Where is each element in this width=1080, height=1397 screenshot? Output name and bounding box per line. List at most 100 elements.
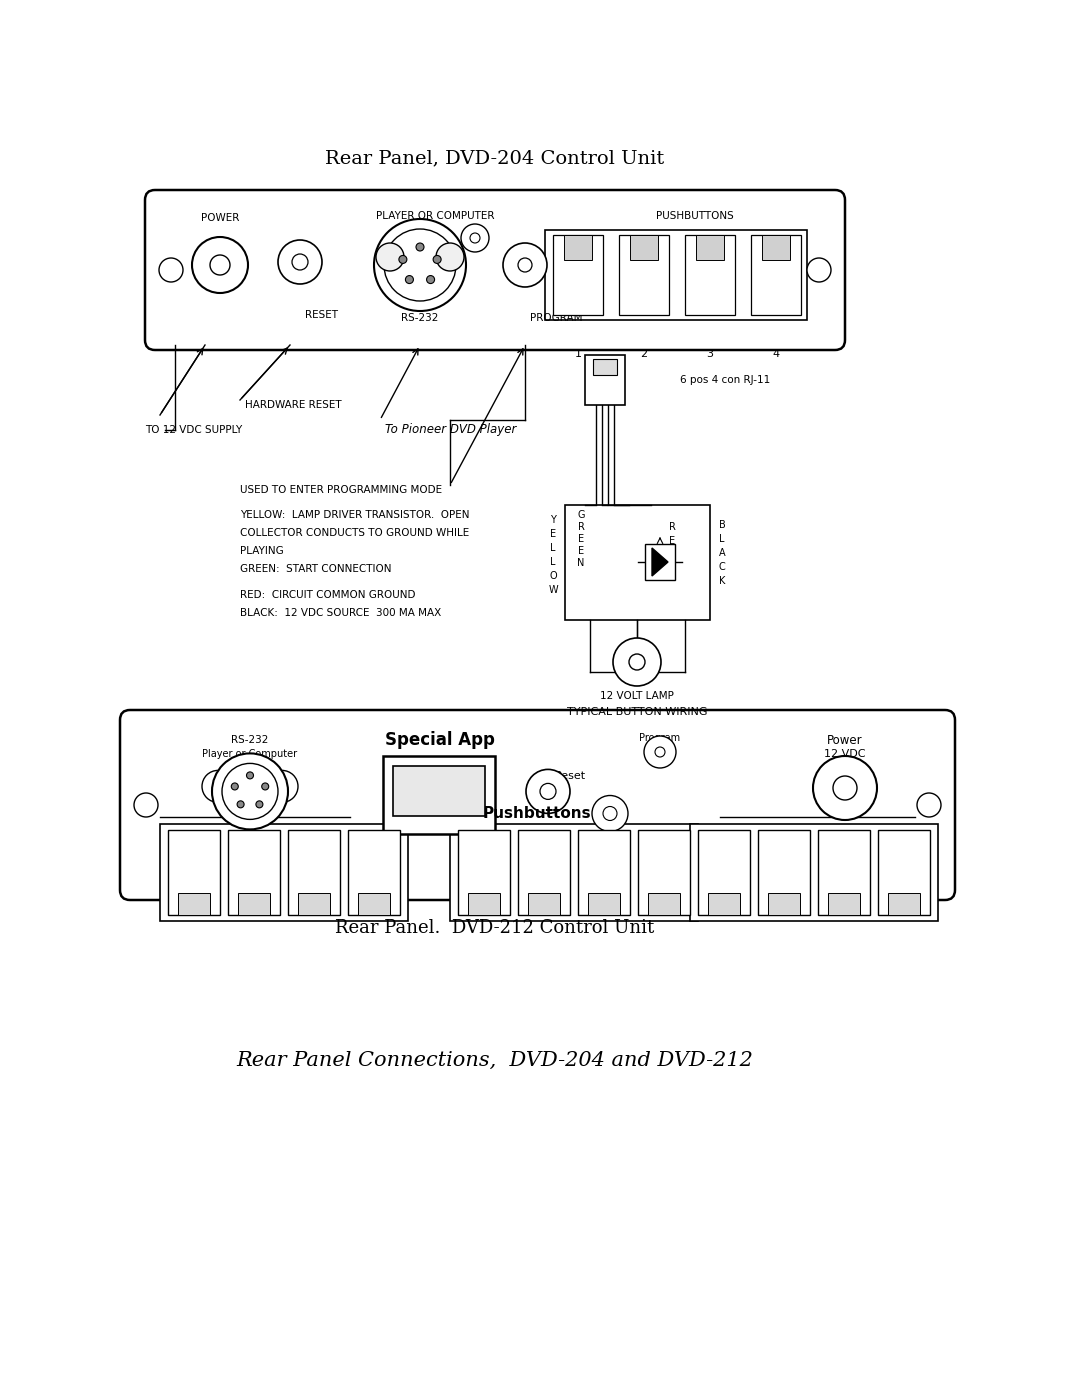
Circle shape [292, 254, 308, 270]
Text: PLAYER OR COMPUTER: PLAYER OR COMPUTER [376, 211, 495, 221]
Bar [685, 235, 735, 314]
Bar [348, 830, 400, 915]
Circle shape [192, 237, 248, 293]
Text: 9: 9 [720, 900, 728, 912]
Text: 12 VOLT LAMP: 12 VOLT LAMP [600, 692, 674, 701]
Bar [645, 543, 675, 580]
Text: TYPICAL BUTTON WIRING: TYPICAL BUTTON WIRING [567, 707, 707, 717]
Bar [828, 893, 860, 915]
Circle shape [202, 770, 234, 802]
Text: Special App: Special App [386, 731, 495, 749]
Circle shape [644, 736, 676, 768]
Text: D: D [669, 550, 676, 560]
Circle shape [833, 775, 858, 800]
Circle shape [526, 770, 570, 813]
Text: L: L [550, 557, 556, 567]
Bar [698, 830, 750, 915]
Text: To Pioneer DVD Player: To Pioneer DVD Player [384, 423, 516, 436]
Text: 3: 3 [310, 900, 318, 912]
Text: HARDWARE RESET: HARDWARE RESET [245, 400, 341, 409]
Circle shape [461, 224, 489, 251]
Text: Pushbuttons: Pushbuttons [483, 806, 592, 821]
Bar [768, 893, 800, 915]
Bar [528, 893, 561, 915]
Text: BLACK:  12 VDC SOURCE  300 MA MAX: BLACK: 12 VDC SOURCE 300 MA MAX [240, 608, 442, 617]
Circle shape [246, 773, 254, 780]
Bar [238, 893, 270, 915]
Text: Reset: Reset [554, 771, 585, 781]
Bar [450, 824, 698, 921]
Circle shape [231, 782, 239, 789]
Bar [878, 830, 930, 915]
Circle shape [427, 275, 434, 284]
Text: Y: Y [550, 515, 556, 525]
Bar [288, 830, 340, 915]
Bar [588, 893, 620, 915]
Circle shape [238, 800, 244, 807]
Circle shape [813, 756, 877, 820]
Text: B: B [718, 520, 726, 529]
Text: POWER: POWER [201, 212, 239, 224]
Text: R: R [669, 522, 675, 532]
Text: COLLECTOR CONDUCTS TO GROUND WHILE: COLLECTOR CONDUCTS TO GROUND WHILE [240, 528, 469, 538]
Bar [593, 359, 617, 374]
Text: RS-232: RS-232 [402, 313, 438, 323]
Bar [518, 830, 570, 915]
Text: 2: 2 [251, 900, 258, 912]
Text: E: E [550, 529, 556, 539]
Circle shape [603, 806, 617, 820]
Circle shape [613, 638, 661, 686]
Bar [888, 893, 920, 915]
Text: L: L [719, 534, 725, 543]
Text: PUSHBUTTONS: PUSHBUTTONS [657, 211, 734, 221]
Text: 1: 1 [575, 349, 581, 359]
Circle shape [384, 229, 456, 300]
Circle shape [256, 800, 262, 807]
Circle shape [436, 243, 464, 271]
Text: K: K [719, 576, 725, 585]
Text: O: O [550, 571, 557, 581]
Bar [178, 893, 211, 915]
Circle shape [212, 753, 288, 830]
Bar [458, 830, 510, 915]
Circle shape [629, 654, 645, 671]
Bar [383, 756, 495, 834]
Text: PROGRAM: PROGRAM [530, 313, 582, 323]
Bar [468, 893, 500, 915]
Bar [696, 235, 724, 260]
Text: Rear Panel, DVD-204 Control Unit: Rear Panel, DVD-204 Control Unit [325, 149, 664, 168]
Circle shape [917, 793, 941, 817]
Text: E: E [578, 534, 584, 543]
Text: E: E [669, 536, 675, 546]
Circle shape [210, 256, 230, 275]
Bar [762, 235, 789, 260]
Text: C: C [718, 562, 726, 571]
Polygon shape [652, 548, 669, 576]
Text: 2: 2 [640, 349, 648, 359]
Bar [160, 824, 408, 921]
Bar [751, 235, 801, 314]
Text: TO 12 VDC SUPPLY: TO 12 VDC SUPPLY [145, 425, 242, 434]
Bar [357, 893, 390, 915]
Circle shape [518, 258, 532, 272]
Circle shape [222, 763, 278, 820]
Text: 4: 4 [772, 349, 780, 359]
Circle shape [405, 275, 414, 284]
Bar [619, 235, 669, 314]
Text: G: G [577, 510, 584, 520]
Text: 10: 10 [777, 900, 792, 912]
Text: W: W [549, 585, 557, 595]
Bar [818, 830, 870, 915]
Circle shape [278, 240, 322, 284]
Circle shape [261, 782, 269, 789]
Text: PLAYING: PLAYING [240, 546, 284, 556]
Text: 11: 11 [837, 900, 851, 912]
FancyBboxPatch shape [145, 190, 845, 351]
Text: 6: 6 [540, 900, 548, 912]
Bar [565, 504, 710, 620]
Circle shape [540, 784, 556, 799]
Circle shape [376, 243, 404, 271]
Text: E: E [578, 546, 584, 556]
Circle shape [433, 256, 441, 264]
Text: 5: 5 [481, 900, 488, 912]
